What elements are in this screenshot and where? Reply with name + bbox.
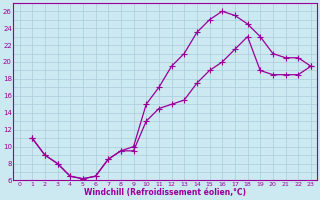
- X-axis label: Windchill (Refroidissement éolien,°C): Windchill (Refroidissement éolien,°C): [84, 188, 246, 197]
